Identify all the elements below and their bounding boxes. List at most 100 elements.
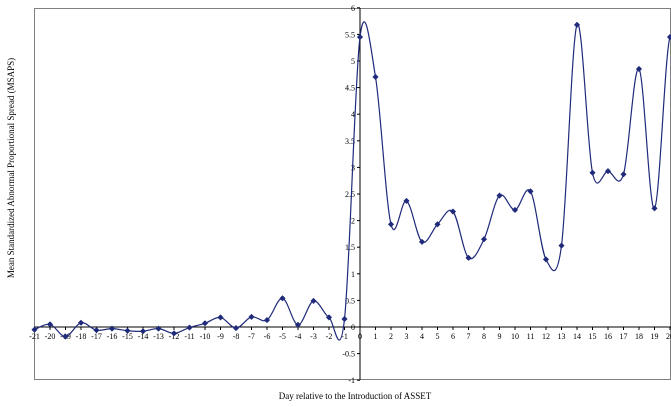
data-point xyxy=(186,324,193,331)
x-tick-label: -8 xyxy=(233,332,240,341)
data-point xyxy=(558,242,565,249)
x-tick-label: 1 xyxy=(374,332,378,341)
data-point xyxy=(651,205,658,212)
data-point xyxy=(279,295,286,302)
data-point xyxy=(31,326,38,333)
x-tick-label: -14 xyxy=(138,332,149,341)
x-tick-label: -21 xyxy=(29,332,40,341)
y-tick-label: 5 xyxy=(351,57,355,66)
y-tick-label: 3.5 xyxy=(345,137,355,146)
y-tick-label: 1 xyxy=(351,270,355,279)
data-point xyxy=(201,320,209,327)
x-tick-label: -13 xyxy=(153,332,164,341)
x-tick-label: 16 xyxy=(604,332,612,341)
y-tick-label: 2.5 xyxy=(345,190,355,199)
data-point xyxy=(77,319,85,326)
y-tick-label: 4.5 xyxy=(345,84,355,93)
x-tick-label: 8 xyxy=(482,332,486,341)
data-point xyxy=(666,33,671,41)
y-tick-label: 0.5 xyxy=(345,296,355,305)
y-tick-label: 1.5 xyxy=(345,243,355,252)
y-tick-label: 5.5 xyxy=(345,30,355,39)
y-tick-label: 6 xyxy=(351,4,355,13)
x-tick-label: 15 xyxy=(589,332,597,341)
data-point xyxy=(403,197,410,205)
data-point xyxy=(527,188,534,195)
data-point xyxy=(217,314,224,321)
data-point xyxy=(124,327,131,334)
x-tick-label: 13 xyxy=(558,332,566,341)
x-tick-label: 14 xyxy=(573,332,581,341)
x-tick-label: -4 xyxy=(295,332,302,341)
data-point xyxy=(93,327,100,334)
x-tick-label: 12 xyxy=(542,332,550,341)
x-tick-label: -11 xyxy=(184,332,194,341)
x-tick-label: -15 xyxy=(122,332,133,341)
y-tick-label: 2 xyxy=(351,217,355,226)
data-point xyxy=(573,21,581,28)
data-point xyxy=(589,169,596,176)
x-tick-label: 20 xyxy=(666,332,671,341)
plot-area-border xyxy=(34,8,671,380)
y-tick-label: 4 xyxy=(351,110,355,119)
data-point xyxy=(372,73,379,81)
data-point xyxy=(496,192,503,199)
x-tick-label: -7 xyxy=(248,332,255,341)
x-tick-label: -6 xyxy=(264,332,271,341)
x-tick-label: -18 xyxy=(76,332,87,341)
x-tick-label: -10 xyxy=(200,332,211,341)
data-point xyxy=(46,321,54,328)
x-tick-label: 9 xyxy=(498,332,502,341)
x-tick-label: 18 xyxy=(635,332,643,341)
x-tick-label: -3 xyxy=(310,332,317,341)
y-tick-label: 0 xyxy=(351,323,355,332)
x-tick-label: 3 xyxy=(405,332,409,341)
data-point xyxy=(263,316,271,324)
x-tick-label: -9 xyxy=(217,332,224,341)
y-axis-title: Mean Standardized Abnormal Proportional … xyxy=(6,58,16,278)
data-point xyxy=(480,236,488,243)
x-tick-label: 11 xyxy=(527,332,535,341)
data-point xyxy=(542,256,550,263)
x-tick-label: 10 xyxy=(511,332,519,341)
data-point xyxy=(449,208,457,215)
data-point xyxy=(387,221,395,228)
y-tick-label: -1 xyxy=(348,376,355,385)
x-axis-title: Day relative to the Introduction of ASSE… xyxy=(279,391,432,401)
data-point xyxy=(604,167,612,175)
data-point xyxy=(511,206,519,214)
x-tick-label: 4 xyxy=(420,332,424,341)
x-tick-label: -16 xyxy=(107,332,118,341)
data-point xyxy=(248,313,255,321)
data-point xyxy=(232,324,240,332)
x-tick-label: -5 xyxy=(279,332,286,341)
x-tick-label: 17 xyxy=(620,332,628,341)
x-tick-label: -17 xyxy=(91,332,102,341)
data-point xyxy=(325,314,333,321)
x-tick-label: 2 xyxy=(389,332,393,341)
data-point xyxy=(310,297,317,305)
data-point xyxy=(434,221,441,228)
data-point xyxy=(155,325,162,332)
x-tick-label: 6 xyxy=(451,332,455,341)
data-point xyxy=(635,65,643,73)
data-point xyxy=(139,328,147,335)
x-tick-label: -2 xyxy=(326,332,333,341)
data-point xyxy=(620,171,627,178)
x-tick-label: -20 xyxy=(45,332,56,341)
data-point xyxy=(294,321,302,329)
data-point xyxy=(465,254,472,261)
data-point xyxy=(341,315,348,323)
x-tick-label: -1 xyxy=(341,332,348,341)
data-point xyxy=(356,33,364,41)
data-point xyxy=(170,330,178,337)
y-tick-label: -0.5 xyxy=(342,350,355,359)
x-tick-label: 19 xyxy=(651,332,659,341)
x-tick-label: 0 xyxy=(358,332,362,341)
x-tick-label: 5 xyxy=(436,332,440,341)
x-tick-label: 7 xyxy=(467,332,471,341)
data-point xyxy=(62,333,69,340)
data-point xyxy=(418,238,426,246)
data-point xyxy=(108,325,116,332)
